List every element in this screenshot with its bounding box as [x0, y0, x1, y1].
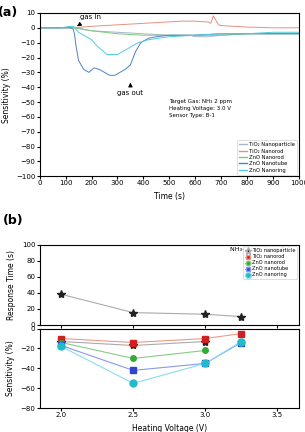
Text: Target Gas: NH₃ 2 ppm
Heating Voltage: 3.0 V
Sensor Type: B-1: Target Gas: NH₃ 2 ppm Heating Voltage: 3…: [169, 99, 232, 118]
Text: (a): (a): [0, 6, 18, 19]
X-axis label: Heating Voltage (V): Heating Voltage (V): [132, 424, 207, 432]
Y-axis label: Response Time (s): Response Time (s): [7, 250, 16, 320]
Legend: TiO₂ nanoparticle, TiO₂ nanorod, ZnO nanorod, ZnO nanotube, ZnO nanoring: TiO₂ nanoparticle, TiO₂ nanorod, ZnO nan…: [243, 246, 297, 280]
Y-axis label: Sensitivity (%): Sensitivity (%): [6, 340, 15, 396]
Text: gas in: gas in: [78, 14, 101, 25]
Text: gas out: gas out: [117, 84, 143, 96]
Text: NH₃-2ppm-type B-1: NH₃-2ppm-type B-1: [230, 247, 291, 252]
Y-axis label: Sensitivity (%): Sensitivity (%): [2, 67, 11, 123]
X-axis label: Time (s): Time (s): [154, 192, 185, 201]
Text: (b): (b): [3, 214, 24, 227]
Legend: TiO₂ Nanoparticle, TiO₂ Nanorod, ZnO Nanorod, ZnO Nanotube, ZnO Nanoring: TiO₂ Nanoparticle, TiO₂ Nanorod, ZnO Nan…: [237, 140, 297, 175]
